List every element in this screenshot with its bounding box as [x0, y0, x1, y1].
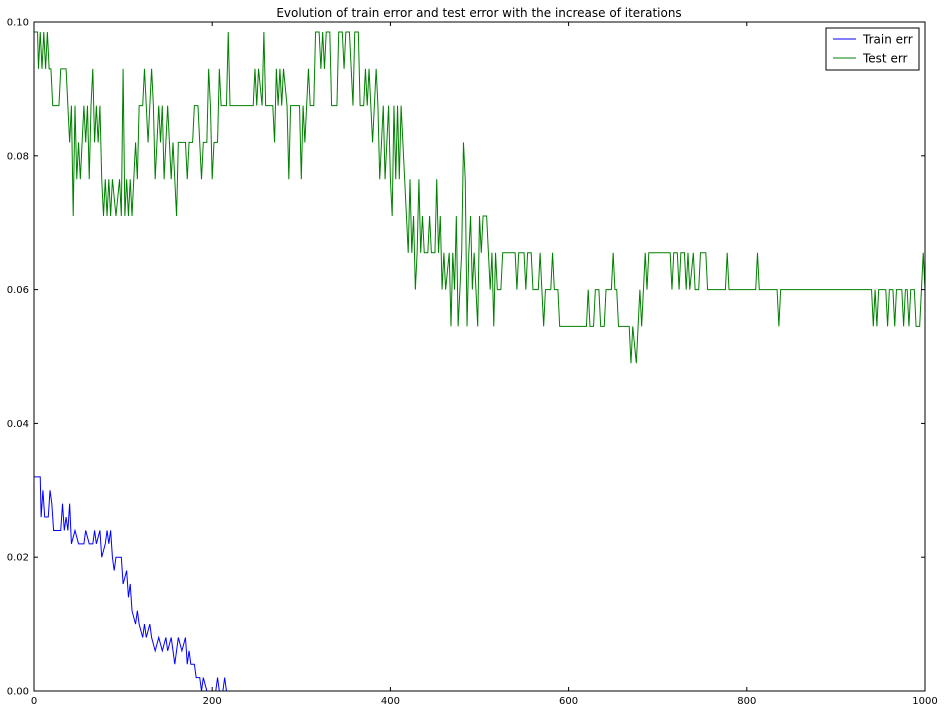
x-tick-label: 0: [31, 696, 37, 707]
x-tick-label: 400: [381, 696, 400, 707]
legend-label-train-err: Train err: [862, 33, 913, 47]
y-tick-label: 0.04: [7, 419, 29, 430]
legend-box: [825, 27, 920, 71]
chart-title: Evolution of train error and test error …: [276, 6, 681, 20]
series-line-test-err: [34, 31, 926, 364]
legend: Train err Test err: [825, 27, 920, 71]
x-tick-label: 1000: [912, 696, 937, 707]
x-tick-label: 600: [559, 696, 578, 707]
y-tick-label: 0.02: [7, 553, 29, 564]
x-tick-label: 200: [203, 696, 222, 707]
y-tick-label: 0.10: [7, 18, 29, 29]
plot-frame: [33, 21, 926, 692]
series-line-train-err: [34, 476, 925, 692]
series-layer: [34, 31, 926, 692]
y-tick-label: 0.00: [7, 687, 29, 698]
ticks-layer: 0 200 400 600 800 1000 0.00 0.02 0.04 0.06 0.08 0.1…: [7, 18, 938, 708]
legend-label-test-err: Test err: [862, 52, 908, 66]
y-tick-label: 0.08: [7, 151, 29, 162]
y-tick-label: 0.06: [7, 285, 29, 296]
x-tick-label: 800: [737, 696, 756, 707]
